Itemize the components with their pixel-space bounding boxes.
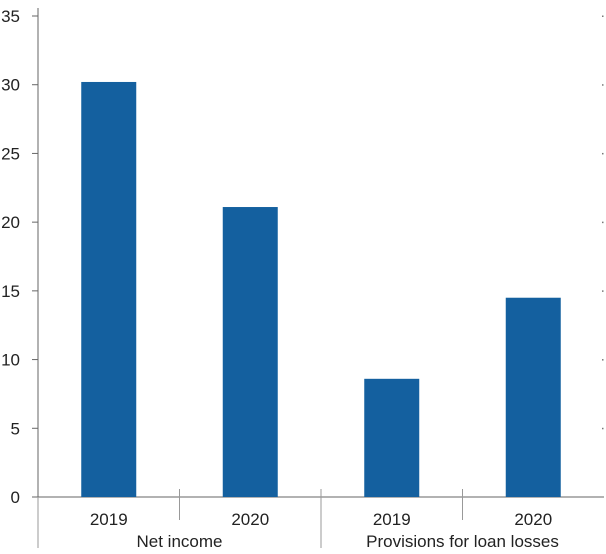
y-tick-label: 0 bbox=[11, 488, 20, 507]
y-tick-label: 25 bbox=[1, 144, 20, 163]
x-category-label: 2020 bbox=[231, 510, 269, 529]
y-tick-dot bbox=[602, 290, 604, 292]
bar-1-2019 bbox=[81, 81, 137, 498]
x-category-label: 2019 bbox=[373, 510, 411, 529]
y-tick-label: 35 bbox=[1, 7, 20, 26]
y-tick-label: 20 bbox=[1, 213, 20, 232]
y-tick-dot bbox=[602, 152, 604, 155]
y-tick-label: 10 bbox=[1, 351, 20, 370]
y-tick-dot bbox=[602, 15, 604, 17]
group-label: Provisions for loan losses bbox=[366, 532, 559, 551]
y-tick-label: 5 bbox=[11, 419, 20, 438]
y-tick-dot bbox=[602, 427, 604, 430]
bar-2-2020 bbox=[505, 297, 561, 497]
x-category-label: 2020 bbox=[514, 510, 552, 529]
bar-2-2019 bbox=[364, 378, 420, 497]
group-label: Net income bbox=[137, 532, 223, 551]
y-tick-dot bbox=[602, 84, 604, 86]
y-tick-label: 15 bbox=[1, 282, 20, 301]
y-tick-dot bbox=[602, 359, 604, 361]
y-tick-label: 30 bbox=[1, 76, 20, 95]
y-tick-dot bbox=[602, 221, 604, 224]
x-category-label: 2019 bbox=[90, 510, 128, 529]
bar-1-2020 bbox=[222, 207, 278, 498]
